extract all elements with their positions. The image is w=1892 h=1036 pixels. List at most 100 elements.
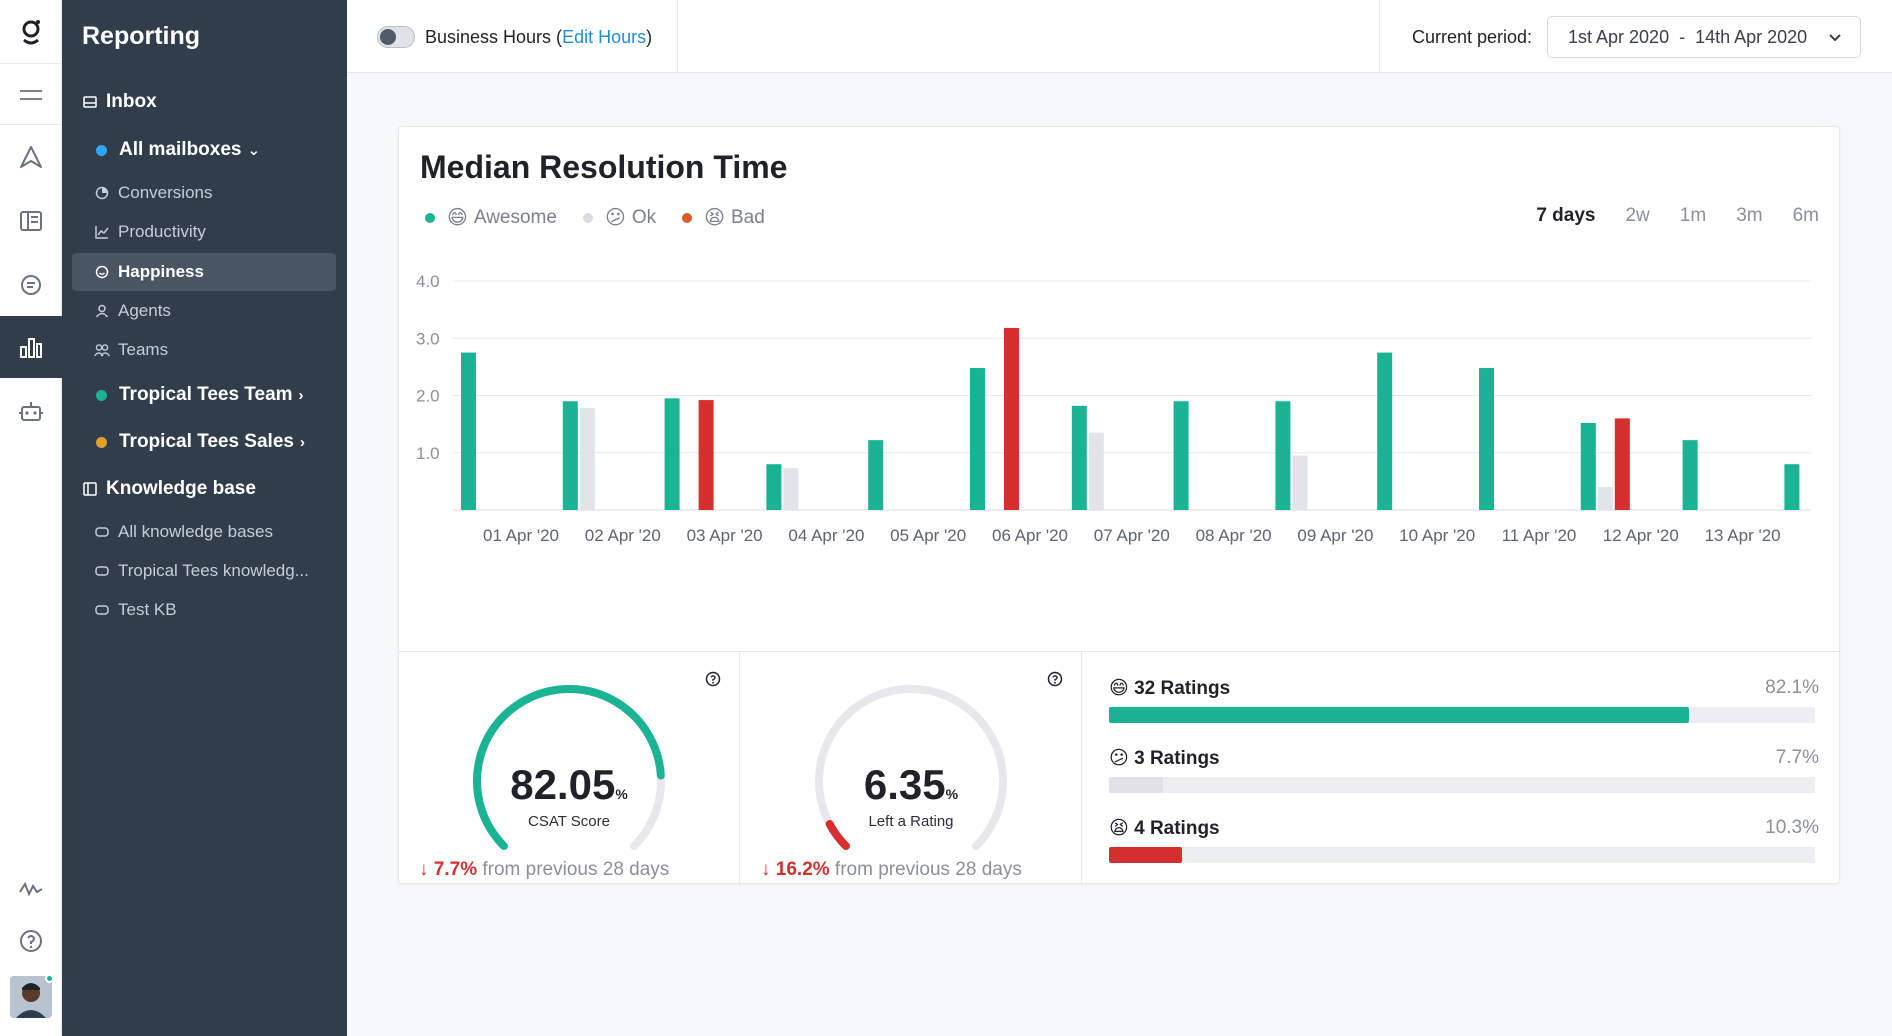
top-header: Business Hours (Edit Hours) Current peri… [347,0,1892,73]
help-icon[interactable] [705,671,721,692]
sidebar-all-mailboxes-label: All mailboxes [119,139,242,160]
chevron-down-icon: ⌄ [247,142,261,159]
range-selector: 7 days 2w 1m 3m 6m [1506,205,1819,227]
ratings-track [1109,847,1815,863]
sidebar-item-label: Productivity [118,222,206,241]
ratings-row-bad: 😫 4 Ratings 10.3% [1109,807,1819,877]
sidebar-item-conversions[interactable]: Conversions [94,174,358,212]
y-tick-label: 4.0 [416,272,440,291]
conversions-icon [94,185,110,201]
legend-label: Awesome [473,206,557,228]
bar-awesome[interactable] [1479,368,1494,510]
sidebar-knowledge-base[interactable]: Knowledge base [82,470,346,508]
sidebar-item-agents[interactable]: Agents [94,292,358,330]
range-1m[interactable]: 1m [1679,205,1707,226]
bar-ok[interactable] [579,408,595,510]
business-hours-toggle[interactable] [377,26,415,48]
bar-awesome[interactable] [970,368,985,510]
folder-icon [94,602,110,618]
bar-awesome[interactable] [868,440,884,510]
send-icon[interactable] [0,126,62,188]
users-icon [94,342,110,358]
grin-emoji-icon: 😄 [1109,678,1129,699]
help-icon[interactable] [1047,671,1063,692]
activity-icon[interactable] [0,858,62,920]
bar-bad[interactable] [1004,327,1019,510]
avatar[interactable] [10,976,52,1018]
sidebar-kb-test[interactable]: Test KB [94,591,358,629]
left-rating-change-text: from previous 28 days [829,859,1022,880]
user-icon [94,303,110,319]
book-icon[interactable] [0,190,62,252]
bot-icon[interactable] [0,380,62,442]
x-tick-label: 04 Apr '20 [788,526,864,545]
range-2w[interactable]: 2w [1625,205,1650,226]
bar-awesome[interactable] [1377,352,1393,510]
bar-awesome[interactable] [461,352,476,510]
left-rating-unit: % [945,786,959,802]
bar-bad[interactable] [1614,418,1630,510]
range-7-days[interactable]: 7 days [1536,205,1596,226]
bar-ok[interactable] [1597,487,1613,510]
reporting-icon[interactable] [0,316,62,378]
sidebar-title: Reporting [82,22,201,50]
bar-awesome[interactable] [1784,464,1800,510]
team-dot [96,389,107,401]
legend-awesome[interactable]: 😄 Awesome [425,205,557,230]
inbox-icon [82,94,98,110]
bar-ok[interactable] [783,468,799,510]
bar-awesome[interactable] [1071,405,1087,510]
period-value: 1st Apr 2020 - 14th Apr 2020 [1568,26,1808,47]
sidebar-kb-tropical[interactable]: Tropical Tees knowledg... [94,552,358,590]
help-icon[interactable] [0,910,62,972]
bar-ok[interactable] [1292,455,1308,510]
sidebar-team-tropical-sales[interactable]: Tropical Tees Sales › [96,423,360,461]
legend-dot [425,212,435,223]
left-rating-change: 16.2% [775,859,830,880]
ratings-count: 3 Ratings [1134,748,1220,769]
arrow-down-icon: ↓ [761,859,771,880]
mailbox-dot [96,144,107,156]
sidebar-item-happiness[interactable]: Happiness [72,253,336,291]
sidebar-item-label: Conversions [118,183,213,202]
logo-icon[interactable] [0,0,62,64]
bar-awesome[interactable] [664,398,680,510]
sidebar-team-tropical-tees[interactable]: Tropical Tees Team › [96,376,360,414]
x-tick-label: 07 Apr '20 [1094,526,1170,545]
range-3m[interactable]: 3m [1736,205,1763,226]
csat-gauge-arc [473,685,665,851]
current-period-label: Current period: [1412,27,1533,47]
bar-bad[interactable] [698,400,714,510]
legend-bad[interactable]: 😫 Bad [682,205,765,230]
legend-ok[interactable]: 😕 Ok [582,205,656,230]
csat-change-text: from previous 28 days [477,859,670,880]
ratings-track [1109,707,1815,723]
bar-awesome[interactable] [562,401,578,510]
bar-ok[interactable] [1088,432,1104,510]
bar-awesome[interactable] [1275,401,1291,510]
sidebar-item-teams[interactable]: Teams [94,331,358,369]
median-resolution-card: Median Resolution Time 😄 Awesome 😕 Ok 😫 … [398,126,1841,885]
sidebar-kb-all[interactable]: All knowledge bases [94,513,358,551]
sidebar-item-productivity[interactable]: Productivity [94,213,358,251]
bar-awesome[interactable] [1580,422,1596,510]
ratings-row-ok: 😕 3 Ratings 7.7% [1109,737,1819,807]
icon-rail [0,0,62,1036]
bar-awesome[interactable] [1682,440,1698,510]
range-6m[interactable]: 6m [1792,205,1819,226]
edit-hours-link[interactable]: Edit Hours [562,27,647,47]
chart-legend: 😄 Awesome 😕 Ok 😫 Bad [425,205,791,230]
ratings-fill-bar [1109,707,1689,723]
bar-awesome[interactable] [1173,401,1189,510]
x-tick-label: 02 Apr '20 [585,526,661,545]
chevron-down-icon [1828,29,1842,50]
x-tick-label: 01 Apr '20 [483,526,559,545]
sidebar-all-mailboxes[interactable]: All mailboxes ⌄ [96,131,360,169]
x-tick-label: 12 Apr '20 [1603,526,1679,545]
period-select[interactable]: 1st Apr 2020 - 14th Apr 2020 [1547,16,1861,58]
bar-awesome[interactable] [766,464,782,510]
menu-icon[interactable] [0,64,62,126]
sidebar-inbox[interactable]: Inbox [82,83,346,121]
business-hours-label: Business Hours ( [425,27,563,47]
chat-icon[interactable] [0,254,62,316]
